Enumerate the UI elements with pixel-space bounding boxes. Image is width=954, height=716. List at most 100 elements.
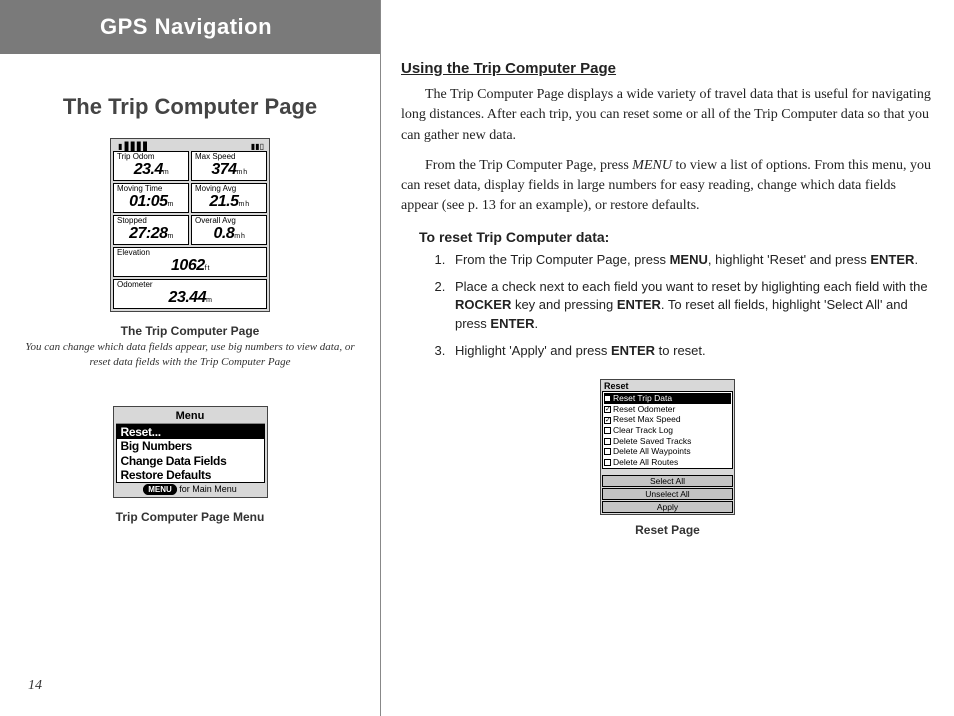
step-2: Place a check next to each field you wan…: [449, 278, 934, 335]
cell-value: 01:05: [129, 193, 167, 210]
step-text: key and pressing: [511, 297, 617, 312]
paragraph-1: The Trip Computer Page displays a wide v…: [401, 85, 934, 146]
right-column: Using the Trip Computer Page The Trip Co…: [380, 0, 954, 716]
paragraph-2: From the Trip Computer Page, press MENU …: [401, 156, 934, 217]
reset-row-label: Delete Saved Tracks: [613, 436, 691, 446]
menu-item-reset: Reset...: [117, 425, 264, 439]
manual-page: GPS Navigation The Trip Computer Page ▮ …: [0, 0, 954, 716]
reset-list: Reset Trip Data ✓Reset Odometer ✓Reset M…: [602, 391, 733, 469]
reset-row-odometer: ✓Reset Odometer: [604, 404, 731, 415]
step-text: Place a check next to each field you wan…: [455, 279, 928, 294]
checkbox-icon: ✓: [604, 417, 611, 424]
cell-label: Odometer: [117, 281, 263, 289]
cell-unit: m: [163, 169, 168, 176]
checkbox-icon: [604, 459, 611, 466]
reset-row-trip-data: Reset Trip Data: [604, 393, 731, 404]
reset-row-label: Reset Max Speed: [613, 414, 681, 424]
satellite-icon: ▮ ▋▋▋▋: [118, 142, 149, 151]
menu-body: Reset... Big Numbers Change Data Fields …: [116, 424, 265, 484]
reset-title: Reset: [602, 381, 733, 391]
cell-label: Elevation: [117, 249, 263, 257]
cell-overall-avg: Overall Avg 0.8m h: [191, 215, 267, 245]
reset-row-routes: Delete All Routes: [604, 457, 731, 468]
key-rocker: ROCKER: [455, 297, 511, 312]
checkbox-icon: ✓: [604, 406, 611, 413]
trip-screen-caption: The Trip Computer Page: [0, 324, 380, 338]
step-3: Highlight 'Apply' and press ENTER to res…: [449, 342, 934, 361]
cell-label: Stopped: [117, 217, 185, 225]
reset-row-max-speed: ✓Reset Max Speed: [604, 414, 731, 425]
page-number: 14: [28, 678, 42, 694]
reset-row-saved-tracks: Delete Saved Tracks: [604, 436, 731, 447]
cell-unit: m: [168, 201, 173, 208]
trip-computer-screen: ▮ ▋▋▋▋ ▮▮▯ Trip Odom 23.4m Max Speed 374…: [110, 138, 270, 312]
p2-menu-ref: MENU: [632, 158, 672, 173]
right-heading: Using the Trip Computer Page: [401, 60, 934, 77]
steps-list: From the Trip Computer Page, press MENU,…: [449, 251, 934, 361]
reset-row-label: Delete All Routes: [613, 457, 678, 467]
key-enter: ENTER: [617, 297, 661, 312]
reset-row-label: Reset Odometer: [613, 404, 675, 414]
section-title: The Trip Computer Page: [0, 94, 380, 120]
menu-button-label: MENU: [143, 484, 177, 495]
cell-trip-odom: Trip Odom 23.4m: [113, 151, 189, 181]
step-text: , highlight 'Reset' and press: [708, 252, 871, 267]
reset-row-label: Reset Trip Data: [613, 393, 672, 403]
data-grid: Trip Odom 23.4m Max Speed 374m h Moving …: [113, 151, 267, 309]
cell-value: 23.4: [134, 161, 163, 178]
menu-title: Menu: [116, 409, 265, 424]
cell-moving-time: Moving Time 01:05m: [113, 183, 189, 213]
menu-item-change-fields: Change Data Fields: [117, 454, 264, 468]
cell-unit: m: [168, 233, 173, 240]
left-column: GPS Navigation The Trip Computer Page ▮ …: [0, 0, 380, 716]
menu-screen-caption: Trip Computer Page Menu: [0, 510, 380, 524]
checkbox-icon: [604, 395, 611, 402]
menu-screen: Menu Reset... Big Numbers Change Data Fi…: [113, 406, 268, 499]
cell-unit: f t: [205, 265, 209, 272]
step-text: .: [534, 316, 538, 331]
cell-unit: m h: [238, 201, 248, 208]
step-text: From the Trip Computer Page, press: [455, 252, 670, 267]
cell-value: 23.44: [169, 289, 207, 306]
cell-label: Max Speed: [195, 153, 263, 161]
reset-buttons: Select All Unselect All Apply: [602, 475, 733, 513]
cell-value: 374: [211, 161, 236, 178]
cell-max-speed: Max Speed 374m h: [191, 151, 267, 181]
reset-row-track-log: Clear Track Log: [604, 425, 731, 436]
status-bar: ▮ ▋▋▋▋ ▮▮▯: [113, 141, 267, 151]
cell-value: 1062: [171, 257, 205, 274]
p2-text-a: From the Trip Computer Page, press: [425, 158, 632, 173]
checkbox-icon: [604, 448, 611, 455]
key-menu: MENU: [670, 252, 708, 267]
cell-value: 0.8: [214, 225, 235, 242]
reset-row-waypoints: Delete All Waypoints: [604, 446, 731, 457]
reset-screen: Reset Reset Trip Data ✓Reset Odometer ✓R…: [600, 379, 735, 515]
battery-icon: ▮▮▯: [251, 142, 264, 151]
cell-label: Moving Time: [117, 185, 185, 193]
cell-value: 27:28: [129, 225, 167, 242]
menu-footer-text: for Main Menu: [177, 484, 237, 494]
cell-unit: m: [206, 297, 211, 304]
step-text: .: [914, 252, 918, 267]
key-enter: ENTER: [870, 252, 914, 267]
cell-moving-avg: Moving Avg 21.5m h: [191, 183, 267, 213]
cell-unit: m h: [237, 169, 247, 176]
reset-row-label: Clear Track Log: [613, 425, 673, 435]
cell-value: 21.5: [209, 193, 238, 210]
checkbox-icon: [604, 438, 611, 445]
cell-odometer: Odometer 23.44m: [113, 279, 267, 309]
menu-item-restore-defaults: Restore Defaults: [117, 468, 264, 482]
sub-heading: To reset Trip Computer data:: [419, 229, 934, 245]
cell-stopped: Stopped 27:28m: [113, 215, 189, 245]
cell-label: Moving Avg: [195, 185, 263, 193]
step-text: Highlight 'Apply' and press: [455, 343, 611, 358]
reset-row-label: Delete All Waypoints: [613, 446, 691, 456]
trip-screen-caption-sub: You can change which data fields appear,…: [0, 340, 380, 371]
menu-footer: MENU for Main Menu: [116, 483, 265, 495]
reset-screen-caption: Reset Page: [401, 523, 934, 537]
step-1: From the Trip Computer Page, press MENU,…: [449, 251, 934, 270]
key-enter: ENTER: [611, 343, 655, 358]
reset-btn-apply: Apply: [602, 501, 733, 513]
reset-btn-unselect-all: Unselect All: [602, 488, 733, 500]
step-text: to reset.: [655, 343, 706, 358]
